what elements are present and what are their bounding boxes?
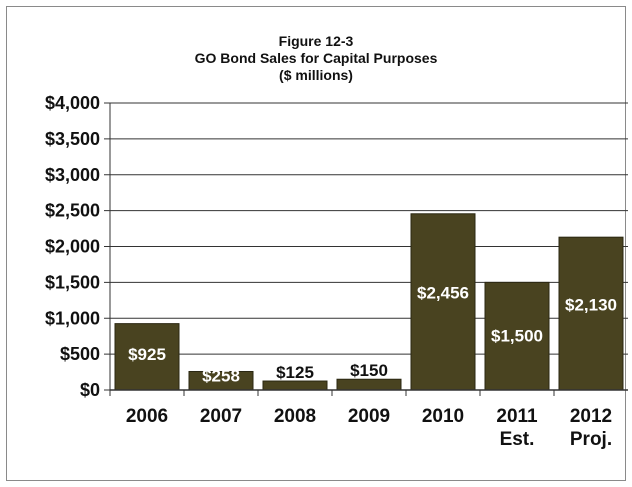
data-label: $2,130 (565, 296, 617, 315)
x-tick-label: 2008 (274, 406, 316, 427)
x-tick-label: 2006 (126, 406, 168, 427)
x-tick-label: 2009 (348, 406, 390, 427)
chart-title-line-1: Figure 12-3 (278, 33, 354, 49)
x-tick-label: 2007 (200, 406, 242, 427)
y-tick-label: $2,000 (45, 237, 100, 257)
data-label: $258 (202, 367, 240, 386)
gridlines (110, 102, 628, 355)
data-label: $125 (276, 363, 314, 382)
bar (410, 213, 476, 391)
y-tick-label: $500 (60, 344, 100, 364)
bar (336, 378, 402, 391)
y-tick-label: $0 (80, 380, 100, 400)
bar (558, 236, 624, 391)
x-tick-label: 2012 (570, 406, 612, 427)
y-tick-label: $1,500 (45, 272, 100, 292)
labels: $0 $500 $1,000 $1,500 $2,000 $2,500 $3,000 $3,5… (45, 93, 617, 450)
axes (104, 102, 628, 396)
bar (262, 380, 328, 391)
y-tick-label: $2,500 (45, 201, 100, 221)
chart-frame (6, 6, 626, 481)
data-label: $2,456 (417, 283, 469, 302)
chart-title-line-3: ($ millions) (279, 67, 353, 83)
chart-title-line-2: GO Bond Sales for Capital Purposes (194, 50, 438, 66)
y-tick-label: $1,000 (45, 308, 100, 328)
bars (114, 213, 624, 391)
data-label: $150 (350, 361, 388, 380)
x-tick-label: Est. (500, 429, 535, 450)
x-tick-label: 2011 (496, 406, 538, 427)
y-tick-label: $4,000 (45, 93, 100, 113)
data-label: $925 (128, 345, 166, 364)
y-tick-label: $3,000 (45, 165, 100, 185)
y-tick-label: $3,500 (45, 129, 100, 149)
data-label: $1,500 (491, 327, 543, 346)
x-tick-label: 2010 (422, 406, 464, 427)
x-tick-label: Proj. (570, 429, 612, 450)
